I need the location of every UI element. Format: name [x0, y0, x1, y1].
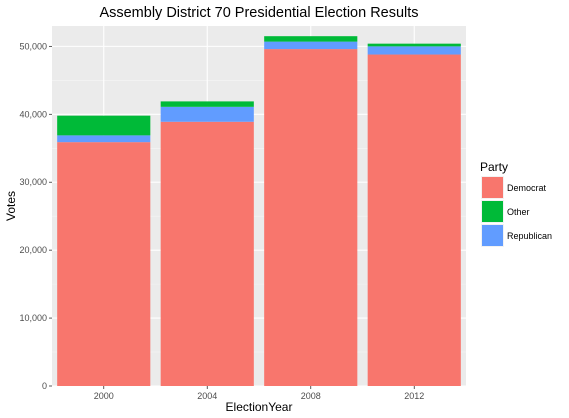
- bar-other-2004: [160, 101, 254, 107]
- x-tick-label: 2000: [94, 391, 114, 401]
- y-axis-title: Votes: [4, 191, 18, 221]
- y-tick-label: 10,000: [19, 313, 47, 323]
- legend-title: Party: [480, 160, 508, 174]
- y-tick-label: 20,000: [19, 245, 47, 255]
- legend-label-democrat: Democrat: [507, 183, 547, 193]
- x-tick-label: 2008: [301, 391, 321, 401]
- y-tick-label: 40,000: [19, 109, 47, 119]
- legend-swatch-democrat: [482, 177, 503, 198]
- y-tick-label: 0: [42, 381, 47, 391]
- bar-democrat-2000: [57, 142, 151, 386]
- x-tick-label: 2012: [404, 391, 424, 401]
- y-axis: 0 10,000 20,000 30,000 40,000 50,000: [19, 41, 52, 391]
- y-tick-label: 50,000: [19, 41, 47, 51]
- legend-swatch-other: [482, 201, 503, 222]
- x-axis: 2000 2004 2008 2012: [94, 386, 424, 401]
- bar-republican-2000: [57, 135, 151, 143]
- bar-other-2008: [264, 36, 358, 42]
- legend-label-republican: Republican: [507, 231, 552, 241]
- bar-republican-2012: [367, 46, 461, 55]
- bars: [57, 36, 461, 387]
- legend-swatch-republican: [482, 225, 503, 246]
- bar-democrat-2012: [367, 54, 461, 387]
- bar-republican-2004: [160, 106, 254, 122]
- bar-democrat-2004: [160, 121, 254, 386]
- bar-republican-2008: [264, 41, 358, 50]
- bar-democrat-2008: [264, 49, 358, 387]
- legend: Party Democrat Other Republican: [480, 160, 552, 247]
- x-tick-label: 2004: [197, 391, 217, 401]
- bar-other-2012: [367, 43, 461, 47]
- y-tick-label: 30,000: [19, 177, 47, 187]
- x-axis-title: ElectionYear: [226, 400, 293, 414]
- chart-title: Assembly District 70 Presidential Electi…: [99, 5, 418, 21]
- legend-label-other: Other: [507, 207, 530, 217]
- bar-other-2000: [57, 115, 151, 136]
